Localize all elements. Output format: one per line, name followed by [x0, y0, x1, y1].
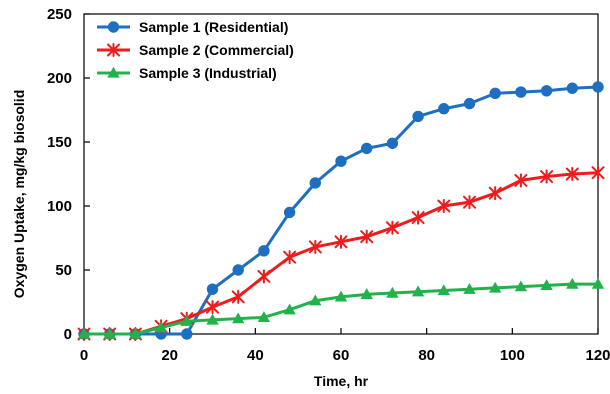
data-point — [257, 269, 271, 284]
data-point — [231, 289, 245, 304]
y-tick-label: 200 — [47, 70, 72, 87]
series-2 — [77, 165, 605, 342]
x-tick-label: 40 — [247, 347, 264, 364]
data-point — [309, 294, 322, 306]
data-point — [489, 87, 501, 100]
data-point — [412, 110, 424, 123]
data-point — [258, 245, 270, 257]
data-point — [540, 279, 553, 291]
legend-label: Sample 3 (Industrial) — [139, 65, 277, 81]
data-point — [283, 303, 296, 315]
data-point — [463, 283, 476, 294]
data-point — [334, 234, 348, 249]
legend-marker — [107, 42, 120, 58]
y-tick-label: 250 — [47, 6, 72, 23]
data-point — [463, 195, 476, 210]
data-point — [411, 285, 425, 297]
y-tick-label: 100 — [47, 198, 72, 215]
data-point — [232, 312, 245, 324]
x-tick-label: 80 — [418, 347, 435, 364]
data-point — [206, 300, 219, 315]
data-point — [489, 281, 502, 293]
x-tick-label: 0 — [80, 347, 88, 364]
data-point — [514, 173, 528, 188]
y-tick-label: 150 — [47, 134, 72, 151]
data-point — [180, 315, 193, 326]
data-point — [386, 286, 399, 298]
legend-item: Sample 3 (Industrial) — [97, 65, 277, 81]
data-point — [206, 283, 219, 295]
data-point — [540, 169, 554, 184]
data-point — [334, 290, 348, 302]
data-point — [361, 142, 373, 155]
data-point — [514, 280, 528, 292]
data-point — [591, 165, 605, 180]
data-point — [309, 177, 321, 189]
legend-marker — [107, 66, 120, 78]
plot-area — [77, 81, 605, 342]
data-point — [103, 327, 116, 339]
data-point — [335, 155, 347, 167]
data-point — [283, 206, 296, 219]
y-tick-label: 0 — [64, 326, 72, 343]
legend-marker — [107, 21, 120, 33]
data-point — [438, 103, 450, 115]
legend-label: Sample 2 (Commercial) — [139, 42, 294, 58]
data-point — [592, 81, 604, 93]
data-point — [565, 166, 579, 182]
legend: Sample 1 (Residential) Sample 2 (Commerci… — [97, 19, 294, 81]
data-point — [154, 321, 168, 333]
data-point — [283, 250, 297, 265]
x-tick-label: 20 — [161, 347, 178, 364]
data-point — [386, 137, 399, 149]
series-line — [84, 171, 599, 336]
data-point — [308, 239, 322, 255]
legend-item: Sample 1 (Residential) — [97, 19, 288, 35]
data-point — [129, 327, 142, 339]
data-point — [515, 86, 527, 98]
data-point — [181, 328, 193, 340]
legend-item: Sample 2 (Commercial) — [97, 42, 294, 58]
data-point — [360, 229, 374, 244]
data-point — [591, 277, 605, 289]
series-3 — [77, 277, 605, 339]
x-tick-label: 60 — [333, 347, 350, 364]
y-tick-label: 50 — [55, 262, 72, 279]
data-point — [437, 284, 450, 296]
tick-labels: 0 50 100 150 200 250 0 20 40 60 80 100 120 — [47, 6, 610, 364]
data-point — [257, 311, 271, 323]
legend-label: Sample 1 (Residential) — [139, 19, 288, 35]
data-point — [77, 327, 91, 339]
x-tick-label: 120 — [585, 347, 610, 364]
data-point — [206, 313, 219, 325]
data-point — [566, 82, 578, 94]
y-axis-title: Oxygen Uptake, mg/kg biosolid — [11, 90, 27, 298]
x-axis-title: Time, hr — [314, 373, 369, 389]
x-tick-label: 100 — [500, 347, 525, 364]
data-point — [385, 220, 399, 235]
data-point — [232, 264, 244, 276]
data-point — [463, 97, 476, 110]
data-point — [566, 277, 579, 289]
data-point — [437, 198, 451, 214]
data-point — [488, 186, 502, 201]
data-point — [411, 210, 425, 225]
data-point — [360, 288, 373, 299]
data-point — [540, 85, 553, 97]
